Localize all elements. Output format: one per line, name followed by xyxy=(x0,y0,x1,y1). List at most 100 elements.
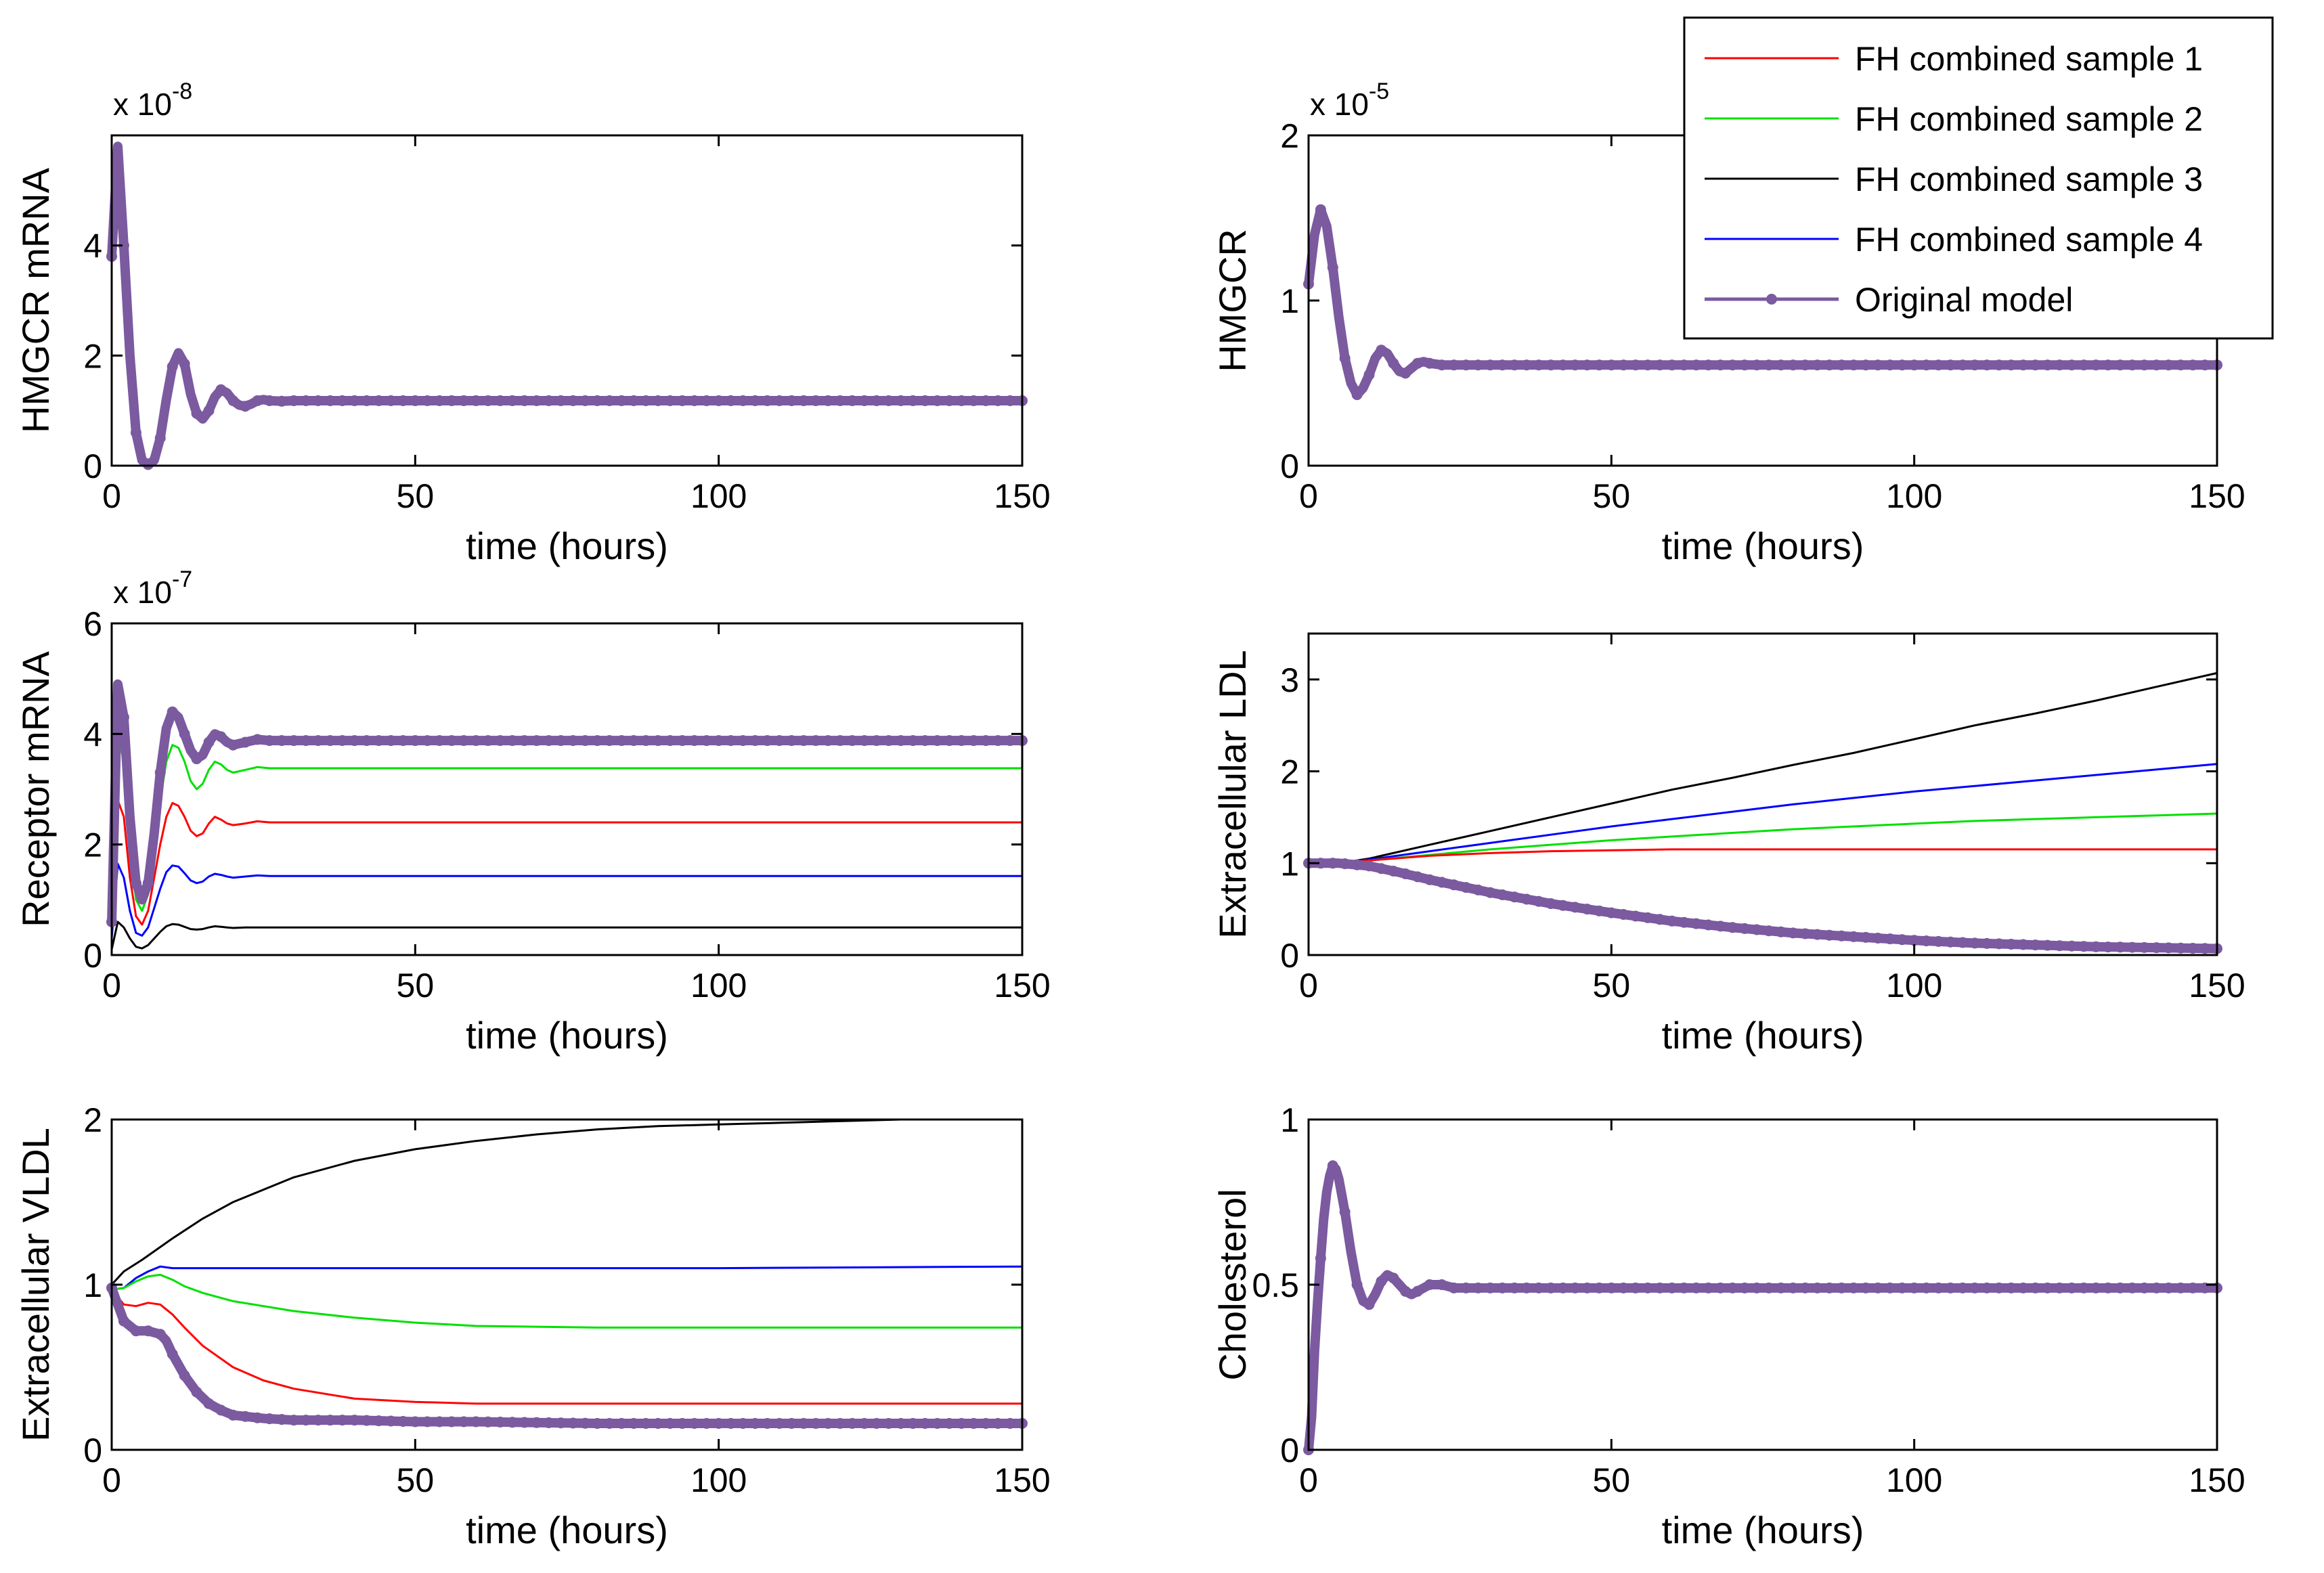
data-point xyxy=(2114,941,2126,953)
data-point xyxy=(1787,927,1799,939)
data-point xyxy=(1472,1282,1484,1293)
x-axis-label: time (hours) xyxy=(1662,525,1864,567)
x-axis-label: time (hours) xyxy=(1662,1509,1864,1551)
data-point xyxy=(592,1418,603,1429)
y-tick-label: 2 xyxy=(1280,117,1299,155)
data-point xyxy=(1545,1282,1556,1293)
x-tick-label: 0 xyxy=(1299,1461,1318,1499)
data-point xyxy=(579,395,591,406)
data-point xyxy=(1509,359,1520,371)
data-point xyxy=(1812,1282,1823,1293)
data-point xyxy=(1957,1282,1969,1293)
series-line-original xyxy=(107,679,1027,927)
data-point xyxy=(385,735,397,747)
data-point xyxy=(1642,1282,1653,1293)
data-point xyxy=(312,1415,324,1426)
data-point xyxy=(786,735,797,747)
data-point xyxy=(1472,359,1484,371)
data-point xyxy=(2103,941,2113,953)
data-point xyxy=(1485,359,1496,371)
data-point xyxy=(823,735,834,747)
data-point xyxy=(1739,1282,1751,1293)
data-point xyxy=(2042,939,2053,951)
data-point xyxy=(749,395,761,406)
x-tick-label: 150 xyxy=(2189,967,2245,1004)
data-point xyxy=(1005,395,1016,406)
data-point xyxy=(470,395,481,406)
data-point xyxy=(2126,1282,2138,1293)
series-line-original xyxy=(1304,1161,2222,1455)
data-point xyxy=(1351,859,1363,870)
data-point xyxy=(215,1404,227,1416)
data-point xyxy=(895,395,906,406)
data-point xyxy=(300,1415,311,1426)
data-point xyxy=(1751,924,1763,935)
data-point xyxy=(956,1418,967,1429)
data-point xyxy=(798,1418,810,1429)
data-point xyxy=(264,1413,276,1425)
data-point xyxy=(470,735,481,747)
data-point xyxy=(1448,359,1460,371)
data-point xyxy=(1945,359,1956,371)
data-point xyxy=(653,735,663,747)
data-point xyxy=(2139,1282,2150,1293)
y-tick-label: 3 xyxy=(1280,661,1299,699)
data-point xyxy=(1581,359,1593,371)
data-point xyxy=(762,395,773,406)
data-point xyxy=(895,1418,906,1429)
data-point xyxy=(2187,1282,2199,1293)
data-point xyxy=(1824,1282,1835,1293)
series-line-sample1 xyxy=(110,799,1024,934)
data-point xyxy=(980,395,992,406)
series-group xyxy=(106,141,1028,470)
data-point xyxy=(774,395,785,406)
x-tick-label: 150 xyxy=(2189,1461,2245,1499)
data-point xyxy=(1921,935,1932,947)
data-point xyxy=(154,1329,166,1340)
data-point xyxy=(1884,933,1895,945)
data-point xyxy=(1969,1282,1981,1293)
subplot-3: 0 50 100 150 0 2 4 6 time (hours) Receptor mRNA x … xyxy=(14,567,1051,1057)
data-point xyxy=(434,395,445,406)
data-point xyxy=(1521,893,1533,905)
data-point xyxy=(2066,1282,2078,1293)
data-point xyxy=(555,395,567,406)
data-point xyxy=(385,395,397,406)
data-point xyxy=(1715,921,1726,932)
data-point xyxy=(798,395,810,406)
data-point xyxy=(1896,1282,1908,1293)
data-point xyxy=(592,735,603,747)
data-point xyxy=(1727,359,1738,371)
data-point xyxy=(506,735,518,747)
data-point xyxy=(810,735,822,747)
data-point xyxy=(434,735,445,747)
y-axis-label: HMGCR mRNA xyxy=(14,167,57,433)
data-point xyxy=(1005,1418,1016,1429)
x-axis-label: time (hours) xyxy=(466,1509,668,1551)
data-point xyxy=(858,735,870,747)
series-line-sample1 xyxy=(1307,848,2218,864)
data-point xyxy=(1957,937,1969,948)
data-point xyxy=(1545,898,1556,909)
data-point xyxy=(992,735,1004,747)
data-point xyxy=(203,405,215,416)
data-point xyxy=(1412,1285,1423,1297)
data-point xyxy=(1424,1279,1435,1290)
data-point xyxy=(1933,359,1944,371)
data-point xyxy=(118,1315,129,1327)
data-point xyxy=(215,731,227,743)
data-point xyxy=(519,1417,530,1428)
data-point xyxy=(835,395,846,406)
data-point xyxy=(858,1418,870,1429)
data-point xyxy=(312,735,324,747)
x-tick-label: 0 xyxy=(102,967,121,1004)
data-point xyxy=(227,739,239,751)
data-point xyxy=(1860,1282,1872,1293)
data-point xyxy=(2163,359,2174,371)
data-point xyxy=(1993,1282,2004,1293)
data-point xyxy=(312,395,324,406)
x-axis-label: time (hours) xyxy=(466,525,668,567)
legend-marker xyxy=(1766,294,1777,305)
data-point xyxy=(288,735,299,747)
axes-box xyxy=(110,134,1024,467)
